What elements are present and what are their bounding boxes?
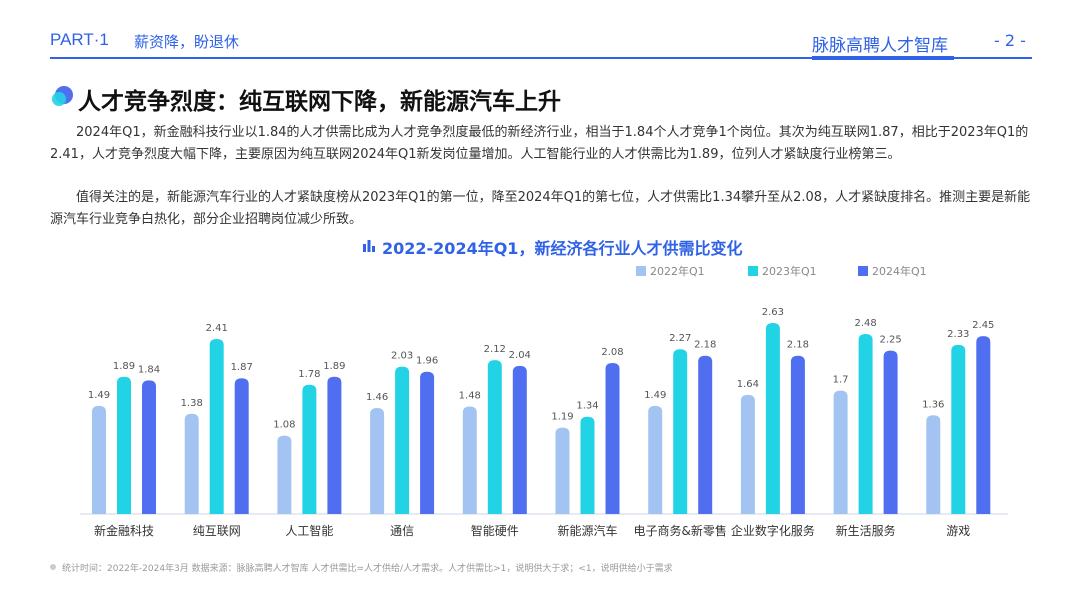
legend-item: 2023年Q1 (748, 263, 817, 278)
data-label: 1.84 (138, 364, 160, 375)
data-label: 1.96 (416, 356, 438, 367)
data-label: 2.48 (854, 318, 876, 329)
brand-name: 脉脉高聘人才智库 (812, 36, 948, 56)
data-label: 1.89 (113, 361, 135, 372)
data-label: 1.7 (833, 375, 849, 386)
data-label: 1.64 (737, 379, 759, 390)
bar (512, 365, 527, 514)
bar (209, 339, 224, 514)
bar (117, 376, 131, 514)
data-label: 1.48 (459, 391, 481, 402)
brand-underline (812, 56, 954, 60)
category-label: 人工智能 (285, 523, 333, 538)
bar (605, 362, 620, 514)
body-paragraph: 值得关注的是，新能源汽车行业的人才紧缺度榜从2023年Q1的第一位，降至2024… (50, 190, 1031, 227)
page-number: - 2 - (994, 31, 1026, 50)
category-label: 电子商务&新零售 (634, 523, 727, 538)
bar (698, 355, 713, 514)
bar (462, 406, 477, 514)
bar (395, 366, 410, 514)
category-label: 企业数字化服务 (731, 523, 815, 538)
section-subtitle: 薪资降，盼退休 (134, 33, 240, 51)
bar (858, 333, 873, 514)
data-label: 2.03 (391, 351, 413, 362)
legend-item: 2022年Q1 (636, 263, 705, 278)
data-label: 1.46 (366, 392, 388, 403)
data-label: 2.12 (484, 344, 506, 355)
category-label: 智能硬件 (471, 523, 519, 538)
data-label: 2.33 (947, 329, 969, 340)
category-label: 新生活服务 (836, 523, 896, 538)
legend-label: 2023年Q1 (762, 265, 817, 278)
bar (420, 371, 435, 514)
bar (277, 435, 292, 514)
data-label: 1.34 (576, 401, 598, 412)
bar (648, 405, 663, 514)
bar (142, 380, 156, 514)
data-label: 2.18 (694, 340, 716, 351)
bubble-icon (52, 86, 73, 106)
data-label: 2.41 (206, 323, 228, 334)
bar (740, 394, 755, 514)
bar (327, 376, 342, 514)
category-label: 纯互联网 (193, 524, 241, 538)
data-label: 2.08 (601, 347, 623, 358)
data-label: 1.49 (644, 390, 666, 401)
data-label: 1.36 (922, 399, 944, 410)
footnote-text: 统计时间：2022年-2024年3月 数据来源：脉脉高聘人才智库 人才供需比=人… (62, 564, 673, 574)
data-label: 1.78 (298, 369, 320, 380)
bar (184, 413, 199, 514)
bar (833, 390, 848, 514)
bar (580, 416, 595, 514)
data-label: 1.49 (88, 390, 110, 401)
bar (976, 336, 991, 514)
bar (951, 344, 966, 514)
bar (92, 405, 106, 514)
chart-title: 2022-2024年Q1，新经济各行业人才供需比变化 (382, 239, 743, 258)
data-label: 1.19 (551, 412, 573, 423)
data-label: 2.18 (787, 340, 809, 351)
header-divider (50, 57, 1032, 59)
category-label: 通信 (390, 524, 414, 538)
data-label: 2.27 (669, 333, 691, 344)
bar (302, 384, 317, 514)
bar (370, 408, 385, 514)
part-label: PART·1 (50, 30, 109, 49)
legend-label: 2022年Q1 (650, 265, 705, 278)
legend-swatch (858, 266, 868, 276)
data-label: 2.45 (972, 320, 994, 331)
data-label: 2.63 (762, 307, 784, 318)
bullet-dot (50, 564, 56, 570)
legend-item: 2024年Q1 (858, 263, 927, 278)
bar (883, 350, 898, 514)
bar (926, 415, 941, 514)
data-label: 1.38 (181, 398, 203, 409)
bar-chart-icon (363, 240, 375, 252)
bar (555, 427, 570, 514)
data-label: 1.89 (323, 361, 345, 372)
footnote: 统计时间：2022年-2024年3月 数据来源：脉脉高聘人才智库 人才供需比=人… (50, 561, 673, 574)
page-title: 人才竞争烈度：纯互联网下降，新能源汽车上升 (78, 89, 561, 115)
bar (487, 360, 502, 514)
bar (765, 323, 780, 514)
category-label: 新金融科技 (94, 523, 154, 538)
category-label: 游戏 (946, 524, 970, 538)
data-label: 2.25 (879, 335, 901, 346)
bar (673, 349, 688, 514)
body-paragraph: 2024年Q1，新金融科技行业以1.84的人才供需比成为人才竞争烈度最低的新经济… (50, 125, 1029, 162)
data-label: 2.04 (509, 350, 531, 361)
legend-swatch (748, 266, 758, 276)
page-header: PART·1 薪资降，盼退休 脉脉高聘人才智库 - 2 - (0, 0, 1080, 62)
category-label: 新能源汽车 (557, 523, 617, 538)
data-label: 1.08 (273, 420, 295, 431)
legend-label: 2024年Q1 (872, 265, 927, 278)
bar (790, 355, 805, 514)
legend-swatch (636, 266, 646, 276)
data-label: 1.87 (231, 362, 253, 373)
bar (234, 378, 249, 514)
